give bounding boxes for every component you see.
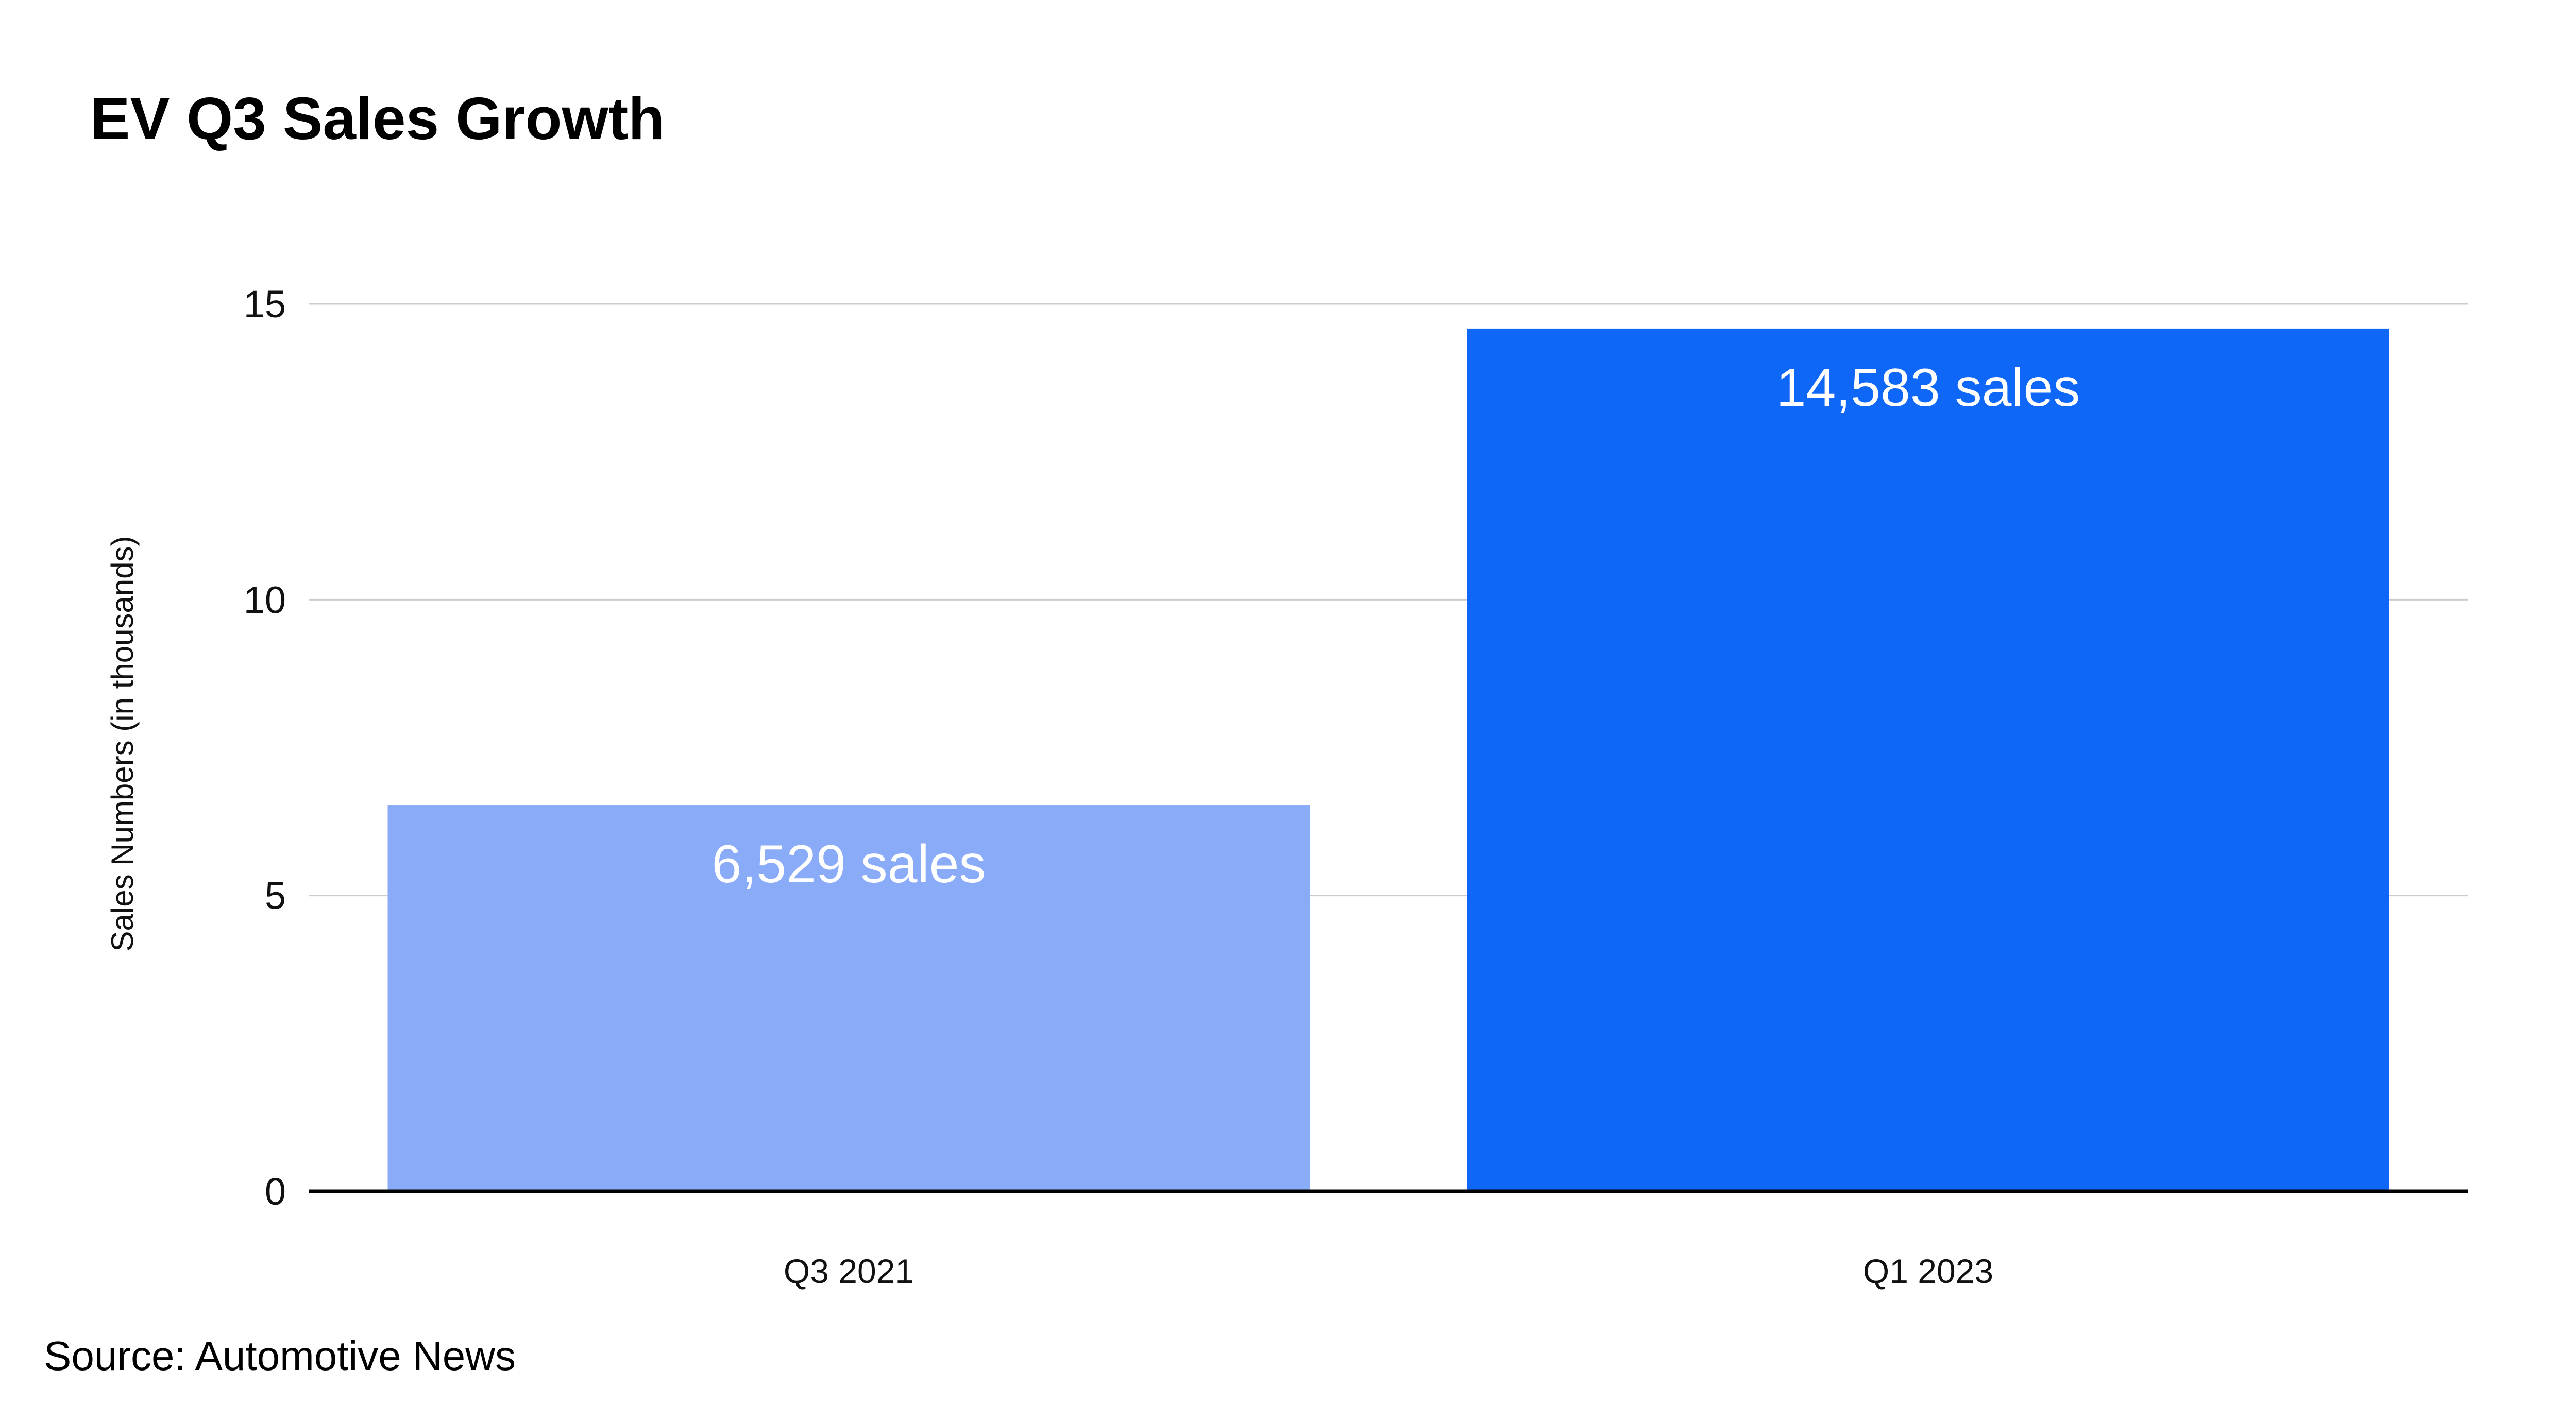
x-category-label: Q1 2023 xyxy=(1863,1252,1993,1290)
source-note: Source: Automotive News xyxy=(44,1333,516,1379)
y-axis-title: Sales Numbers (in thousands) xyxy=(105,536,140,951)
y-tick-label: 0 xyxy=(265,1170,286,1213)
bar-q1-2023 xyxy=(1467,328,2389,1191)
bar-q3-2021 xyxy=(387,805,1310,1191)
y-tick-label: 15 xyxy=(244,283,286,326)
y-axis-ticks: 0 5 10 15 xyxy=(244,283,286,1213)
y-tick-label: 10 xyxy=(244,578,286,621)
bar-data-label: 6,529 sales xyxy=(712,834,986,894)
y-tick-label: 5 xyxy=(265,875,286,917)
x-category-label: Q3 2021 xyxy=(784,1252,914,1290)
bars xyxy=(387,328,2389,1191)
bar-data-labels: 6,529 sales 14,583 sales xyxy=(712,358,2080,894)
chart-title: EV Q3 Sales Growth xyxy=(90,85,665,152)
bar-data-label: 14,583 sales xyxy=(1776,358,2080,418)
x-axis-category-labels: Q3 2021 Q1 2023 xyxy=(784,1252,1993,1290)
